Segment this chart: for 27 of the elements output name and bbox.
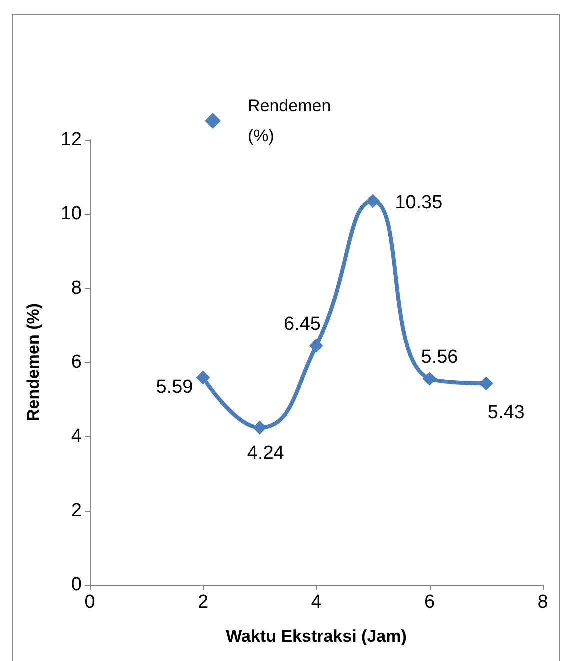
point xyxy=(422,372,437,386)
x-tick-label: 6 xyxy=(424,592,436,613)
data-label: 5.56 xyxy=(421,346,458,368)
data-label: 4.24 xyxy=(247,442,285,464)
x-tick-label: 2 xyxy=(198,592,209,613)
y-tick-label: 12 xyxy=(60,130,82,150)
x-tick-label: 8 xyxy=(538,592,548,613)
y-tick-label: 0 xyxy=(71,574,82,596)
y-tick-label: 8 xyxy=(71,278,82,299)
data-label: 6.45 xyxy=(284,314,321,335)
point xyxy=(366,194,380,208)
x-axis-title: Waktu Ekstraksi (Jam) xyxy=(226,627,407,646)
point xyxy=(252,420,267,435)
data-label: 5.43 xyxy=(488,402,525,424)
y-axis-title: Rendemen (%) xyxy=(24,303,43,422)
point xyxy=(310,338,324,353)
y-tick-label: 4 xyxy=(71,426,82,448)
data-label: 10.35 xyxy=(395,192,443,214)
legend-label: Rendemen (%) xyxy=(248,96,336,146)
y-tick-label: 10 xyxy=(60,204,82,225)
point xyxy=(479,376,494,391)
data-label: 5.59 xyxy=(156,377,194,398)
y-tick-label: 2 xyxy=(71,500,82,522)
y-tick-label: 6 xyxy=(71,352,82,373)
x-tick-label: 4 xyxy=(311,592,322,613)
point xyxy=(196,370,210,385)
x-tick-label: 0 xyxy=(84,592,96,613)
